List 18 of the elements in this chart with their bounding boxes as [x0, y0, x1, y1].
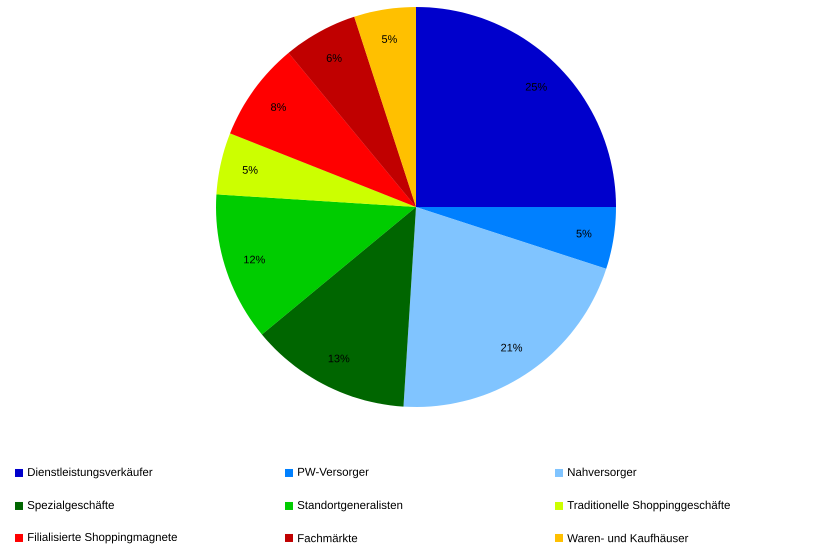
legend-label: Dienstleistungsverkäufer — [28, 468, 152, 478]
data-label: 12% — [244, 256, 265, 264]
legend-label: Standortgeneralisten — [298, 500, 402, 512]
data-label: 21% — [501, 344, 522, 352]
legend-label: Traditionelle Shoppinggeschäfte — [567, 500, 730, 512]
legend-label: Spezialgeschäfte — [28, 500, 114, 512]
data-label: 5% — [242, 166, 258, 174]
data-label: 8% — [271, 103, 286, 111]
data-label: 13% — [328, 354, 350, 362]
data-label: 5% — [576, 230, 592, 238]
data-label: 5% — [382, 35, 397, 43]
legend-label: Nahversorger — [568, 468, 636, 478]
legend-label: PW-Versorger — [298, 468, 369, 478]
legend-label: Waren- und Kaufhäuser — [567, 534, 688, 542]
data-label: 25% — [526, 82, 547, 91]
data-label: 6% — [326, 54, 342, 62]
legend-label: Fachmärkte — [298, 534, 358, 542]
legend-label: Filialisierte Shoppingmagnete — [28, 532, 177, 544]
